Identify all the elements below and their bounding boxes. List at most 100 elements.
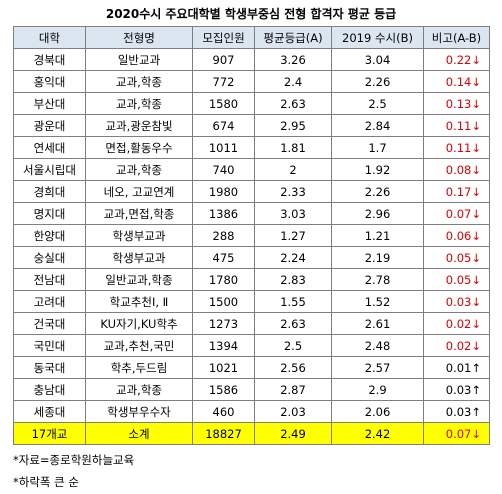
table-row: 국민대 교과,추천,국민 1394 2.5 2.48 0.02↓ xyxy=(13,334,490,357)
table-cell: 2.03 xyxy=(254,400,332,423)
table-cell: 2.5 xyxy=(331,92,424,115)
table-cell: 1386 xyxy=(192,202,255,225)
table-cell: 교과,면접,학종 xyxy=(85,202,193,225)
table-body: 경북대 일반교과 907 3.26 3.04 0.22↓ 홍익대 교과,학종 772 2.4 2.2… xyxy=(13,48,490,445)
table-cell: 0.03↓ xyxy=(423,290,490,313)
table-cell: 학생부교과 xyxy=(85,246,193,269)
table-row: 17개교 소계 18827 2.49 2.42 0.07↓ xyxy=(13,422,490,445)
table-cell: 숭실대 xyxy=(13,246,86,269)
table-row: 건국대 KU자기,KU학추 1273 2.63 2.61 0.02↓ xyxy=(13,312,490,335)
table-cell: 1980 xyxy=(192,180,255,203)
table-cell: 세종대 xyxy=(13,400,86,423)
table-cell: 0.17↓ xyxy=(423,180,490,203)
table-row: 숭실대 학생부교과 475 2.24 2.19 0.05↓ xyxy=(13,246,490,269)
table-cell: 0.05↓ xyxy=(423,246,490,269)
table-cell: 1394 xyxy=(192,334,255,357)
table-cell: 전남대 xyxy=(13,268,86,291)
table-cell: 2.24 xyxy=(254,246,332,269)
table-cell: 0.11↓ xyxy=(423,114,490,137)
table-cell: 2.83 xyxy=(254,268,332,291)
table-cell: 2.49 xyxy=(254,422,332,445)
table-cell: 674 xyxy=(192,114,255,137)
table-cell: 2.95 xyxy=(254,114,332,137)
table-cell: 288 xyxy=(192,224,255,247)
table-cell: 0.07↓ xyxy=(423,202,490,225)
table-row: 홍익대 교과,학종 772 2.4 2.26 0.14↓ xyxy=(13,70,490,93)
table-cell: 2.57 xyxy=(331,356,424,379)
table-cell: 0.08↓ xyxy=(423,158,490,181)
table-cell: 1.7 xyxy=(331,136,424,159)
table-cell: 교과,학종 xyxy=(85,378,193,401)
table-row: 경희대 네오, 고교연계 1980 2.33 2.26 0.17↓ xyxy=(13,180,490,203)
table-cell: 0.11↓ xyxy=(423,136,490,159)
table-cell: 2.56 xyxy=(254,356,332,379)
table-cell: 1.52 xyxy=(331,290,424,313)
table-cell: 명지대 xyxy=(13,202,86,225)
table-cell: 경희대 xyxy=(13,180,86,203)
table-row: 경북대 일반교과 907 3.26 3.04 0.22↓ xyxy=(13,48,490,71)
table-cell: 0.06↓ xyxy=(423,224,490,247)
table-cell: 0.22↓ xyxy=(423,48,490,71)
table-cell: KU자기,KU학추 xyxy=(85,312,193,335)
table-cell: 국민대 xyxy=(13,334,86,357)
table-cell: 0.05↓ xyxy=(423,268,490,291)
table-cell: 서울시립대 xyxy=(13,158,86,181)
table-cell: 2.26 xyxy=(331,70,424,93)
note: *자료=종로학원하늘교육 xyxy=(13,453,135,467)
table-cell: 학교추천Ⅰ, Ⅱ xyxy=(85,290,193,313)
table-cell: 475 xyxy=(192,246,255,269)
table-cell: 2.33 xyxy=(254,180,332,203)
table-row: 동국대 학추,두드림 1021 2.56 2.57 0.01↑ xyxy=(13,356,490,379)
title: 2020수시 주요대학별 학생부중심 전형 합격자 평균 등급 xyxy=(105,7,397,21)
table-cell: 772 xyxy=(192,70,255,93)
table-cell: 0.02↓ xyxy=(423,334,490,357)
table-cell: 460 xyxy=(192,400,255,423)
table-cell: 경북대 xyxy=(13,48,86,71)
header-row: 대학 전형명 모집인원 평균등급(A) 2019 수시(B) 비고(A-B) xyxy=(13,26,490,49)
header-cell: 비고(A-B) xyxy=(423,26,490,49)
table-cell: 교과,학종 xyxy=(85,70,193,93)
table-cell: 교과,광운참빛 xyxy=(85,114,193,137)
table-row: 부산대 교과,학종 1580 2.63 2.5 0.13↓ xyxy=(13,92,490,115)
table-cell: 18827 xyxy=(192,422,255,445)
table-cell: 1.21 xyxy=(331,224,424,247)
table-row: 한양대 학생부교과 288 1.27 1.21 0.06↓ xyxy=(13,224,490,247)
table-cell: 네오, 고교연계 xyxy=(85,180,193,203)
table-cell: 일반교과 xyxy=(85,48,193,71)
table-cell: 2.84 xyxy=(331,114,424,137)
table-cell: 0.01↑ xyxy=(423,356,490,379)
table-cell: 0.07↓ xyxy=(423,422,490,445)
note: *하락폭 큰 순 xyxy=(13,475,79,489)
table-row: 명지대 교과,면접,학종 1386 3.03 2.96 0.07↓ xyxy=(13,202,490,225)
table-cell: 3.04 xyxy=(331,48,424,71)
header-cell: 모집인원 xyxy=(192,26,255,49)
table-cell: 2.63 xyxy=(254,92,332,115)
table-cell: 교과,추천,국민 xyxy=(85,334,193,357)
table-cell: 고려대 xyxy=(13,290,86,313)
table-row: 고려대 학교추천Ⅰ, Ⅱ 1500 1.55 1.52 0.03↓ xyxy=(13,290,490,313)
table-cell: 홍익대 xyxy=(13,70,86,93)
table-cell: 2.9 xyxy=(331,378,424,401)
table-cell: 0.02↓ xyxy=(423,312,490,335)
table-cell: 연세대 xyxy=(13,136,86,159)
table-cell: 2.61 xyxy=(331,312,424,335)
table-cell: 2.06 xyxy=(331,400,424,423)
table: 대학 전형명 모집인원 평균등급(A) 2019 수시(B) 비고(A-B) 경북대 일반교… xyxy=(13,26,490,445)
table-cell: 3.26 xyxy=(254,48,332,71)
table-cell: 1.92 xyxy=(331,158,424,181)
header-cell: 2019 수시(B) xyxy=(331,26,424,49)
table-cell: 교과,학종 xyxy=(85,158,193,181)
table-cell: 부산대 xyxy=(13,92,86,115)
table-cell: 소계 xyxy=(85,422,193,445)
table-cell: 1273 xyxy=(192,312,255,335)
table-cell: 0.14↓ xyxy=(423,70,490,93)
table-cell: 1011 xyxy=(192,136,255,159)
table-cell: 일반교과,학종 xyxy=(85,268,193,291)
table-cell: 2.42 xyxy=(331,422,424,445)
table-cell: 1780 xyxy=(192,268,255,291)
table-cell: 1.55 xyxy=(254,290,332,313)
table-cell: 학추,두드림 xyxy=(85,356,193,379)
table-cell: 2.63 xyxy=(254,312,332,335)
table-cell: 2 xyxy=(254,158,332,181)
